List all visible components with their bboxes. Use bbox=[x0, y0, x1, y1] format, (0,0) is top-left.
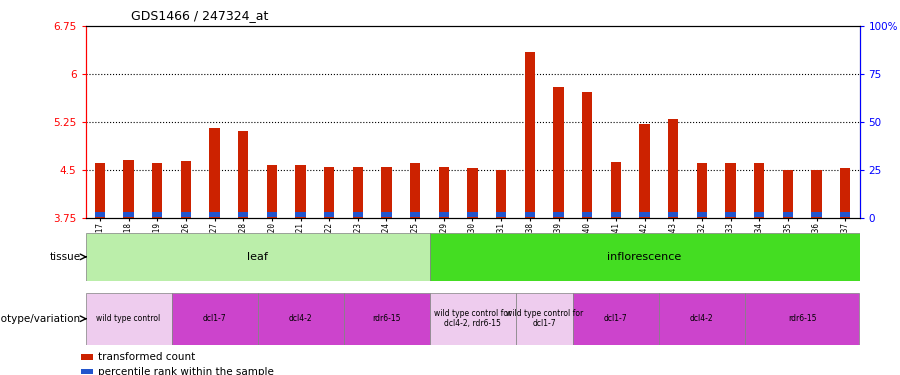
Bar bbox=[725, 164, 735, 218]
Bar bbox=[554, 87, 563, 218]
Bar bbox=[640, 124, 650, 218]
Bar bbox=[172, 292, 257, 345]
Bar bbox=[152, 212, 162, 217]
Bar bbox=[725, 212, 735, 217]
Bar bbox=[257, 292, 344, 345]
Bar bbox=[525, 212, 535, 217]
Bar bbox=[439, 212, 449, 217]
Bar bbox=[94, 164, 104, 218]
Bar bbox=[582, 212, 592, 217]
Bar bbox=[697, 164, 706, 218]
Bar bbox=[754, 164, 764, 218]
Bar bbox=[467, 168, 478, 217]
Bar bbox=[94, 212, 104, 217]
Bar bbox=[210, 212, 220, 217]
Bar bbox=[496, 212, 506, 217]
Bar bbox=[429, 232, 860, 281]
Bar bbox=[525, 52, 535, 217]
Text: genotype/variation: genotype/variation bbox=[0, 314, 81, 324]
Bar bbox=[210, 128, 220, 217]
Bar bbox=[295, 165, 305, 218]
Bar bbox=[353, 166, 363, 218]
Bar bbox=[123, 212, 133, 217]
Bar bbox=[410, 212, 420, 217]
Bar bbox=[238, 132, 248, 218]
Bar bbox=[429, 292, 516, 345]
Text: rdr6-15: rdr6-15 bbox=[788, 314, 816, 323]
Bar bbox=[266, 212, 277, 217]
Text: wild type control for
dcl4-2, rdr6-15: wild type control for dcl4-2, rdr6-15 bbox=[434, 309, 511, 328]
Text: dcl4-2: dcl4-2 bbox=[289, 314, 312, 323]
Bar bbox=[353, 212, 363, 217]
Bar bbox=[410, 164, 420, 218]
Bar bbox=[783, 170, 793, 217]
Text: GDS1466 / 247324_at: GDS1466 / 247324_at bbox=[130, 9, 268, 22]
Bar bbox=[344, 292, 429, 345]
Bar bbox=[181, 161, 191, 218]
Text: dcl1-7: dcl1-7 bbox=[604, 314, 627, 323]
Bar bbox=[467, 212, 478, 217]
Bar bbox=[81, 369, 93, 375]
Bar bbox=[697, 212, 706, 217]
Bar bbox=[841, 212, 850, 217]
Bar bbox=[266, 165, 277, 218]
Bar bbox=[812, 212, 822, 217]
Text: wild type control: wild type control bbox=[96, 314, 160, 323]
Text: wild type control for
dcl1-7: wild type control for dcl1-7 bbox=[506, 309, 583, 328]
Bar bbox=[86, 232, 429, 281]
Text: inflorescence: inflorescence bbox=[608, 252, 681, 262]
Bar bbox=[86, 292, 172, 345]
Text: leaf: leaf bbox=[248, 252, 268, 262]
Bar bbox=[640, 212, 650, 217]
Bar bbox=[181, 212, 191, 217]
Text: percentile rank within the sample: percentile rank within the sample bbox=[98, 367, 274, 375]
Bar bbox=[572, 292, 659, 345]
Bar bbox=[324, 166, 334, 218]
Bar bbox=[783, 212, 793, 217]
Bar bbox=[123, 160, 133, 218]
Text: tissue: tissue bbox=[50, 252, 81, 262]
Bar bbox=[554, 212, 563, 217]
Bar bbox=[324, 212, 334, 217]
Bar bbox=[659, 292, 745, 345]
Bar bbox=[295, 212, 305, 217]
Bar bbox=[812, 170, 822, 217]
Bar bbox=[611, 212, 621, 217]
Bar bbox=[152, 164, 162, 218]
Text: dcl4-2: dcl4-2 bbox=[690, 314, 714, 323]
Bar bbox=[754, 212, 764, 217]
Bar bbox=[668, 212, 679, 217]
Bar bbox=[611, 162, 621, 218]
Text: transformed count: transformed count bbox=[98, 352, 195, 362]
Bar bbox=[496, 170, 506, 217]
Bar bbox=[841, 168, 850, 217]
Text: rdr6-15: rdr6-15 bbox=[373, 314, 400, 323]
Bar bbox=[439, 166, 449, 218]
Bar bbox=[745, 292, 859, 345]
Bar bbox=[382, 166, 392, 218]
Text: dcl1-7: dcl1-7 bbox=[202, 314, 226, 323]
Bar bbox=[582, 92, 592, 218]
Bar bbox=[238, 212, 248, 217]
Bar bbox=[382, 212, 392, 217]
Bar bbox=[516, 292, 572, 345]
Bar bbox=[668, 118, 679, 218]
Bar bbox=[81, 354, 93, 360]
